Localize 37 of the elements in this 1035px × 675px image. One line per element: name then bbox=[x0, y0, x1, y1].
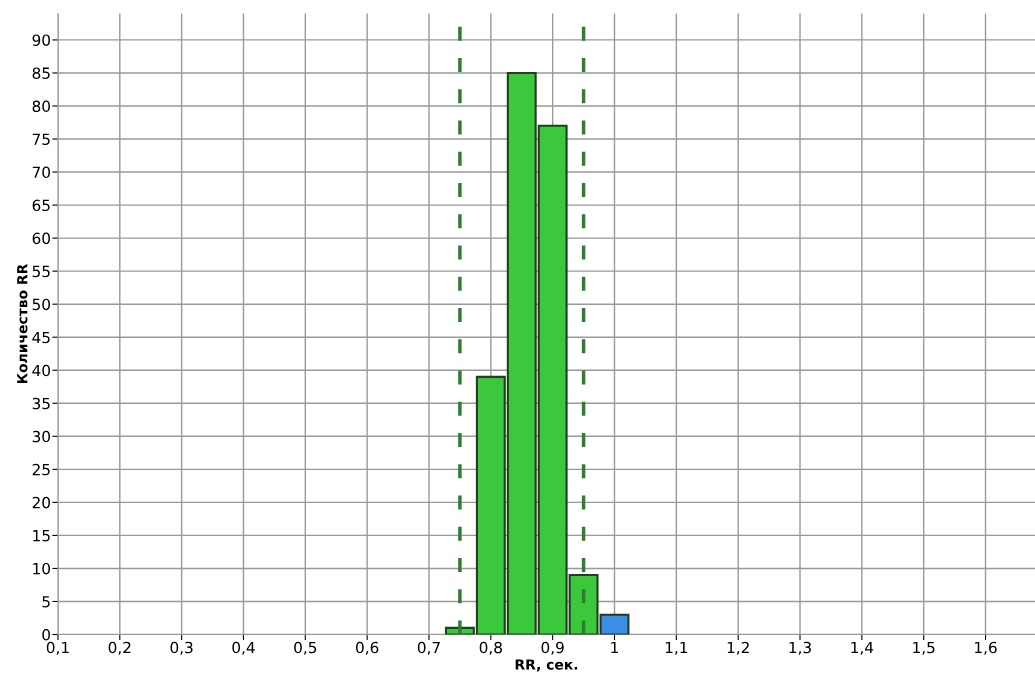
y-axis-title: Количество RR bbox=[17, 263, 28, 384]
x-tick-label: 0,1 bbox=[46, 641, 69, 655]
y-tick-label: 90 bbox=[32, 34, 50, 46]
y-tick-label: 65 bbox=[32, 199, 50, 212]
y-tick-label: 10 bbox=[33, 562, 50, 575]
x-tick-label: 0,6 bbox=[356, 641, 379, 655]
x-tick-label: 0,9 bbox=[541, 641, 564, 655]
y-tick-label: 30 bbox=[32, 430, 50, 443]
x-tick-label: 1,5 bbox=[913, 641, 935, 655]
y-tick-label: 85 bbox=[32, 67, 50, 79]
y-tick-label: 60 bbox=[32, 232, 50, 245]
x-tick-label: 1,4 bbox=[851, 641, 874, 655]
x-tick-label: 1,2 bbox=[727, 641, 749, 655]
x-tick-label: 0,4 bbox=[232, 641, 255, 655]
x-tick-label: 0,5 bbox=[294, 641, 317, 655]
y-tick-label: 15 bbox=[33, 530, 50, 542]
y-tick-label: 20 bbox=[32, 496, 50, 509]
y-tick-label: 0 bbox=[42, 628, 50, 641]
y-tick-label: 50 bbox=[32, 298, 50, 311]
y-tick-label: 5 bbox=[42, 596, 50, 608]
x-axis-title: RR, сек. bbox=[515, 659, 578, 672]
y-tick-label: 25 bbox=[32, 463, 50, 476]
x-tick-label: 0,7 bbox=[417, 641, 440, 655]
x-tick-label: 1,1 bbox=[665, 641, 688, 655]
y-tick-label: 80 bbox=[32, 100, 50, 113]
x-tick-label: 1 bbox=[611, 641, 618, 654]
x-tick-label: 1,3 bbox=[789, 641, 811, 655]
x-tick-label: 0,2 bbox=[108, 641, 131, 655]
x-tick-label: 0,3 bbox=[170, 641, 193, 655]
y-tick-label: 35 bbox=[32, 397, 50, 410]
x-tick-label: 1,6 bbox=[975, 641, 997, 655]
y-tick-label: 45 bbox=[32, 331, 50, 344]
y-tick-label: 40 bbox=[32, 364, 50, 377]
y-tick-label: 70 bbox=[32, 166, 50, 179]
x-tick-label: 0,8 bbox=[479, 641, 502, 655]
y-tick-label: 75 bbox=[32, 133, 50, 146]
y-tick-label: 55 bbox=[32, 265, 50, 278]
